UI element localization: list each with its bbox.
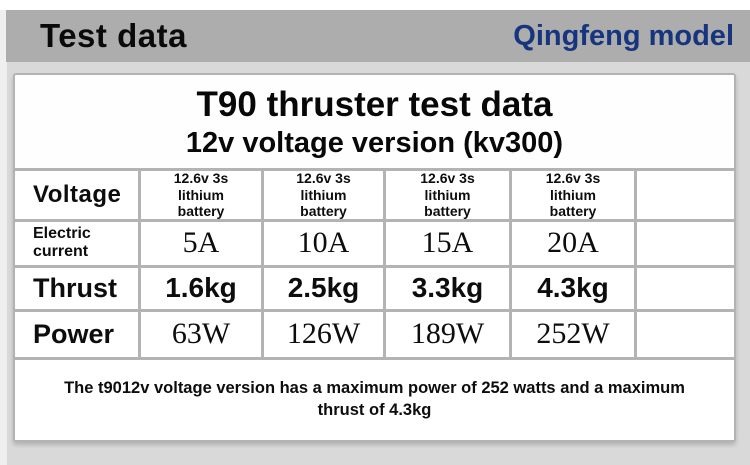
top-margin-strip bbox=[0, 0, 750, 10]
thrust-value-cell: 4.3kg bbox=[512, 267, 637, 312]
card-subtitle: 12v voltage version (kv300) bbox=[185, 127, 564, 159]
current-value-cell: 5A bbox=[141, 221, 264, 268]
power-row-label: Power bbox=[15, 311, 141, 360]
power-value-cell: 189W bbox=[386, 311, 512, 360]
empty-cell bbox=[637, 311, 734, 360]
battery-header-cell: 12.6v 3s lithium battery bbox=[141, 170, 264, 222]
thrust-value-cell: 1.6kg bbox=[141, 267, 264, 312]
thrust-value-cell: 3.3kg bbox=[386, 267, 512, 312]
voltage-row-label: Voltage bbox=[15, 170, 141, 222]
test-data-card: T90 thruster test data 12v voltage versi… bbox=[13, 73, 736, 442]
left-margin-strip bbox=[0, 10, 7, 465]
current-value-cell: 10A bbox=[264, 221, 386, 268]
current-row-label: Electric current bbox=[15, 221, 141, 268]
power-value-cell: 252W bbox=[512, 311, 637, 360]
brand-label: Qingfeng model bbox=[513, 19, 734, 52]
test-data-table: Voltage 12.6v 3s lithium battery 12.6v 3… bbox=[15, 167, 734, 440]
summary-note: The t9012v voltage version has a maximum… bbox=[15, 359, 734, 440]
empty-cell bbox=[637, 221, 734, 268]
current-value-cell: 15A bbox=[386, 221, 512, 268]
thrust-row-label: Thrust bbox=[15, 267, 141, 312]
battery-header-cell: 12.6v 3s lithium battery bbox=[264, 170, 386, 222]
power-value-cell: 63W bbox=[141, 311, 264, 360]
current-value-cell: 20A bbox=[512, 221, 637, 268]
empty-cell bbox=[637, 267, 734, 312]
battery-header-cell: 12.6v 3s lithium battery bbox=[386, 170, 512, 222]
thrust-value-cell: 2.5kg bbox=[264, 267, 386, 312]
section-title: Test data bbox=[40, 17, 187, 54]
card-title: T90 thruster test data bbox=[196, 85, 553, 124]
power-value-cell: 126W bbox=[264, 311, 386, 360]
battery-header-cell: 12.6v 3s lithium battery bbox=[512, 170, 637, 222]
header-band: Test data Qingfeng model bbox=[6, 10, 750, 62]
empty-cell bbox=[637, 170, 734, 222]
